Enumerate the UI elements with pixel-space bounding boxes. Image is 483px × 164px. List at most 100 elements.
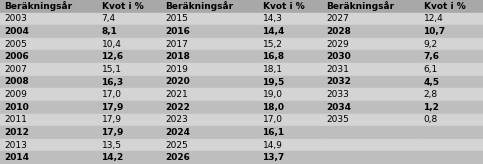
Bar xyxy=(420,51,483,63)
Bar xyxy=(420,101,483,113)
Text: 2004: 2004 xyxy=(4,27,29,36)
Text: 13,7: 13,7 xyxy=(263,153,285,162)
Bar xyxy=(322,0,420,13)
Text: 2,8: 2,8 xyxy=(424,90,438,99)
Bar xyxy=(161,13,259,25)
Bar xyxy=(161,63,259,76)
Bar xyxy=(98,63,161,76)
Text: 2012: 2012 xyxy=(4,128,29,137)
Bar xyxy=(259,76,322,88)
Text: 2022: 2022 xyxy=(165,103,190,112)
Bar xyxy=(98,25,161,38)
Bar xyxy=(161,0,259,13)
Bar xyxy=(98,38,161,51)
Bar xyxy=(98,76,161,88)
Bar xyxy=(322,126,420,139)
Text: 2014: 2014 xyxy=(4,153,29,162)
Text: 15,1: 15,1 xyxy=(101,65,122,74)
Bar xyxy=(161,126,259,139)
Text: 2027: 2027 xyxy=(326,14,349,23)
Text: 14,2: 14,2 xyxy=(101,153,124,162)
Bar xyxy=(420,25,483,38)
Text: 17,9: 17,9 xyxy=(101,115,122,124)
Text: 2028: 2028 xyxy=(326,27,351,36)
Text: 2024: 2024 xyxy=(165,128,190,137)
Text: 2016: 2016 xyxy=(165,27,190,36)
Bar xyxy=(98,13,161,25)
Bar xyxy=(420,38,483,51)
Text: 1,2: 1,2 xyxy=(424,103,440,112)
Bar xyxy=(420,76,483,88)
Text: 2009: 2009 xyxy=(4,90,27,99)
Bar xyxy=(98,0,161,13)
Bar xyxy=(0,0,98,13)
Text: 2030: 2030 xyxy=(326,52,351,61)
Bar xyxy=(0,151,98,164)
Text: 2033: 2033 xyxy=(326,90,349,99)
Text: 2010: 2010 xyxy=(4,103,28,112)
Bar xyxy=(322,101,420,113)
Text: 2006: 2006 xyxy=(4,52,28,61)
Bar xyxy=(322,139,420,151)
Text: 0,8: 0,8 xyxy=(424,115,438,124)
Text: 2003: 2003 xyxy=(4,14,27,23)
Text: 4,5: 4,5 xyxy=(424,78,440,86)
Bar xyxy=(0,113,98,126)
Bar xyxy=(259,88,322,101)
Text: 13,5: 13,5 xyxy=(101,141,122,150)
Bar xyxy=(322,63,420,76)
Bar xyxy=(259,151,322,164)
Bar xyxy=(0,126,98,139)
Text: 2008: 2008 xyxy=(4,78,28,86)
Text: 2025: 2025 xyxy=(165,141,187,150)
Text: Beräkningsår: Beräkningsår xyxy=(326,1,394,11)
Bar xyxy=(161,88,259,101)
Bar xyxy=(420,126,483,139)
Bar xyxy=(161,101,259,113)
Bar xyxy=(161,139,259,151)
Text: 8,1: 8,1 xyxy=(101,27,117,36)
Bar xyxy=(420,63,483,76)
Text: 2021: 2021 xyxy=(165,90,187,99)
Bar xyxy=(322,151,420,164)
Bar xyxy=(322,13,420,25)
Text: Beräkningsår: Beräkningsår xyxy=(4,1,72,11)
Bar xyxy=(161,113,259,126)
Bar xyxy=(0,25,98,38)
Text: 2035: 2035 xyxy=(326,115,349,124)
Bar xyxy=(161,51,259,63)
Bar xyxy=(259,25,322,38)
Bar xyxy=(259,101,322,113)
Bar xyxy=(98,101,161,113)
Bar xyxy=(161,151,259,164)
Bar xyxy=(322,76,420,88)
Text: 2034: 2034 xyxy=(326,103,351,112)
Text: 14,3: 14,3 xyxy=(263,14,283,23)
Bar xyxy=(98,88,161,101)
Bar xyxy=(0,63,98,76)
Text: 2029: 2029 xyxy=(326,40,349,49)
Bar xyxy=(0,13,98,25)
Bar xyxy=(161,38,259,51)
Bar xyxy=(98,126,161,139)
Bar xyxy=(322,25,420,38)
Text: 2019: 2019 xyxy=(165,65,188,74)
Bar xyxy=(322,113,420,126)
Text: 17,0: 17,0 xyxy=(101,90,122,99)
Text: Kvot i %: Kvot i % xyxy=(101,2,143,11)
Text: 16,1: 16,1 xyxy=(263,128,284,137)
Text: 2032: 2032 xyxy=(326,78,351,86)
Bar xyxy=(420,113,483,126)
Bar xyxy=(98,113,161,126)
Text: 14,9: 14,9 xyxy=(263,141,283,150)
Bar xyxy=(98,151,161,164)
Bar xyxy=(420,151,483,164)
Text: 10,4: 10,4 xyxy=(101,40,121,49)
Text: 18,1: 18,1 xyxy=(263,65,283,74)
Bar xyxy=(0,101,98,113)
Text: 2031: 2031 xyxy=(326,65,349,74)
Bar xyxy=(259,13,322,25)
Text: 15,2: 15,2 xyxy=(263,40,283,49)
Text: 10,7: 10,7 xyxy=(424,27,446,36)
Text: 2023: 2023 xyxy=(165,115,187,124)
